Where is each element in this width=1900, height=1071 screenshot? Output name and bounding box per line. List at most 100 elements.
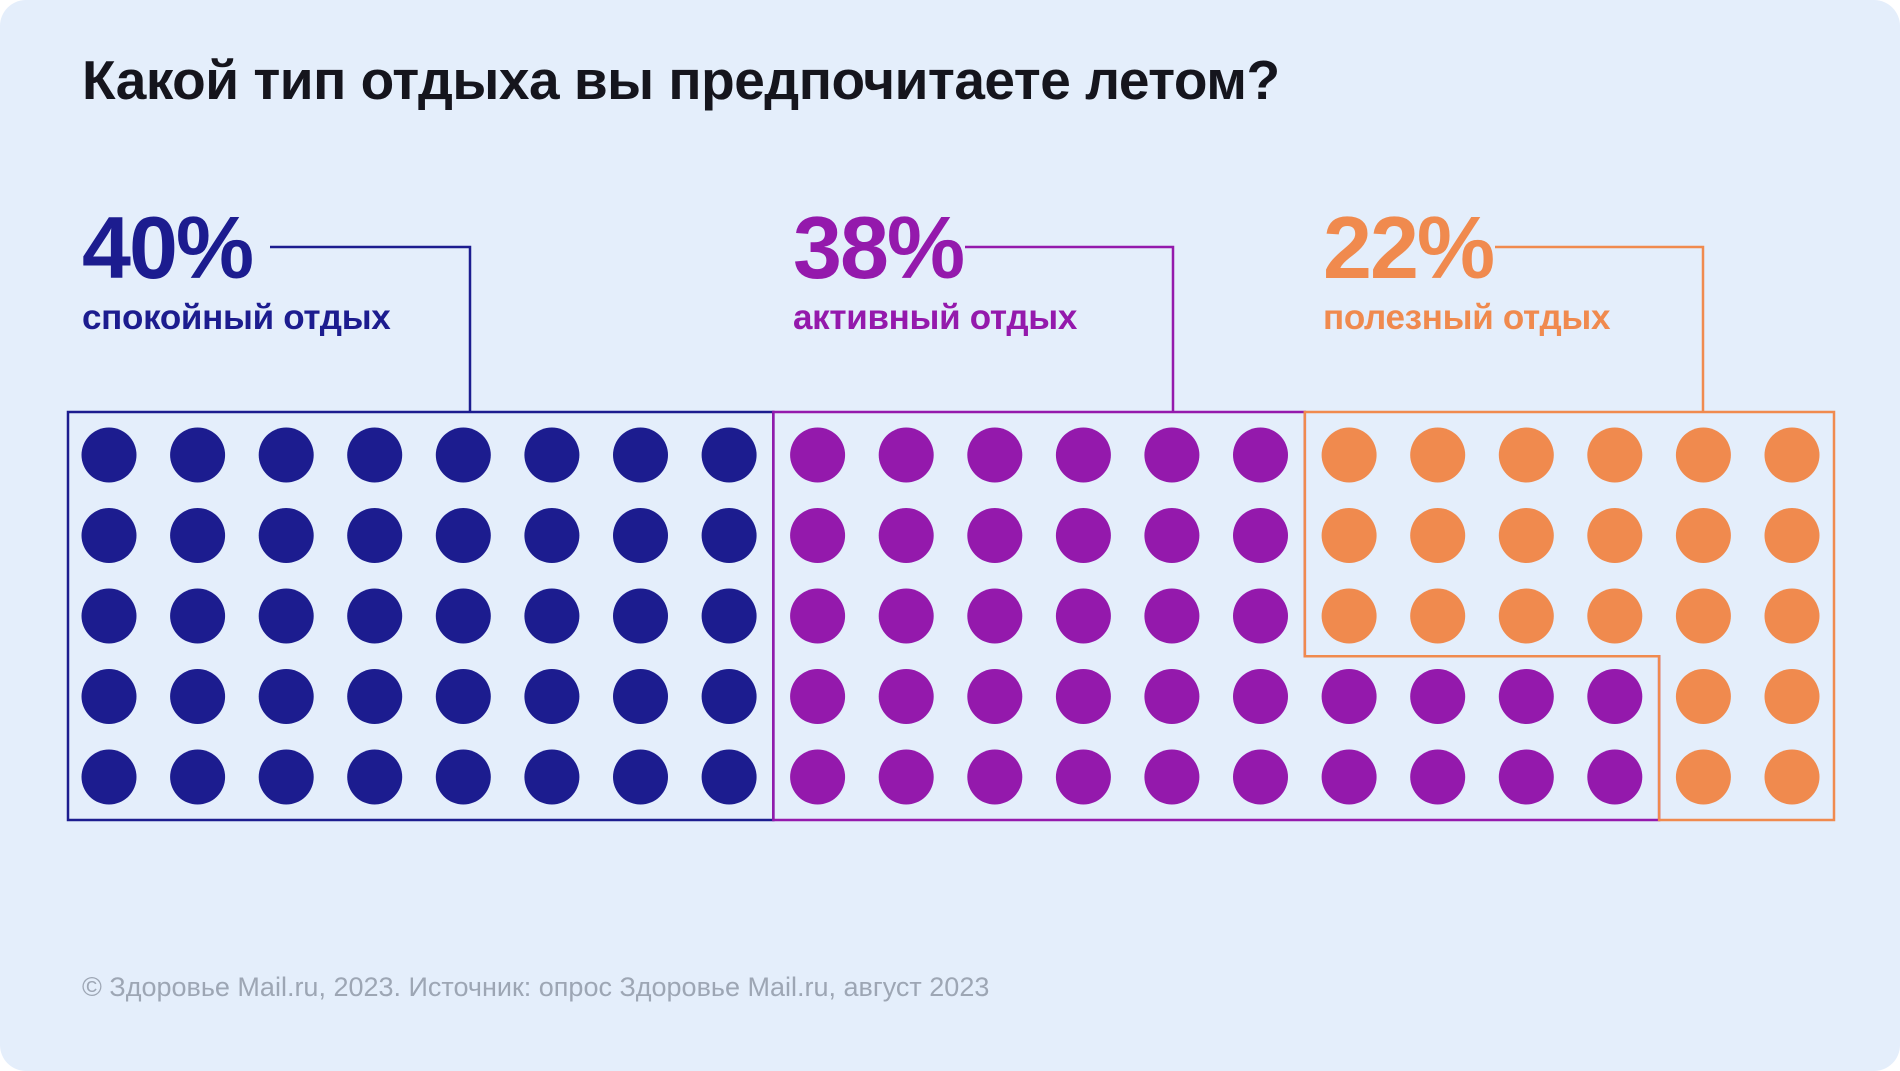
dot-active-rest [1410, 749, 1466, 805]
dot-quiet-rest [701, 669, 757, 724]
dot-active-rest [1410, 669, 1466, 724]
dot-active-rest [1233, 508, 1288, 563]
dot-active-rest [1055, 588, 1111, 644]
dot-active-rest [1233, 669, 1288, 724]
dot-useful-rest [1764, 427, 1820, 483]
legend-item-quiet-rest: 40% спокойный отдых [82, 198, 391, 338]
dot-active-rest [1144, 669, 1200, 724]
dot-active-rest [1055, 749, 1111, 805]
dot-quiet-rest [524, 588, 580, 644]
dot-useful-rest [1410, 508, 1466, 563]
dot-useful-rest [1764, 588, 1820, 644]
dot-active-rest [1055, 669, 1111, 724]
dot-quiet-rest [81, 749, 137, 805]
dot-useful-rest [1764, 508, 1820, 563]
dot-useful-rest [1498, 588, 1554, 644]
dot-quiet-rest [258, 508, 314, 563]
dot-useful-rest [1587, 508, 1643, 563]
dot-useful-rest [1587, 427, 1643, 483]
dot-active-rest [967, 427, 1023, 483]
dot-useful-rest [1587, 588, 1643, 644]
dot-useful-rest [1410, 588, 1466, 644]
dot-quiet-rest [258, 669, 314, 724]
dot-active-rest [1587, 749, 1643, 805]
category-label-quiet-rest: спокойный отдых [82, 297, 391, 337]
dot-active-rest [790, 427, 846, 483]
dot-quiet-rest [81, 427, 137, 483]
dot-quiet-rest [435, 588, 491, 644]
dot-active-rest [1144, 749, 1200, 805]
value-label-quiet-rest: 40% [82, 198, 254, 297]
dot-quiet-rest [347, 588, 403, 644]
dot-quiet-rest [435, 669, 491, 724]
dot-quiet-rest [524, 669, 580, 724]
dot-quiet-rest [701, 508, 757, 563]
dot-active-rest [790, 508, 846, 563]
legend-item-active-rest: 38% активный отдых [793, 198, 1077, 338]
dot-useful-rest [1321, 508, 1377, 563]
legend-item-useful-rest: 22% полезный отдых [1323, 198, 1610, 338]
dot-quiet-rest [613, 669, 668, 724]
dot-quiet-rest [170, 588, 226, 644]
dot-quiet-rest [701, 427, 757, 483]
dot-active-rest [967, 669, 1023, 724]
dot-quiet-rest [524, 749, 580, 805]
chart-title: Какой тип отдыха вы предпочитаете летом? [82, 49, 1280, 111]
dot-active-rest [1498, 669, 1554, 724]
dot-active-rest [1144, 588, 1200, 644]
dot-quiet-rest [347, 427, 403, 483]
connector-line-useful-rest [1495, 245, 1705, 412]
dot-useful-rest [1764, 669, 1820, 724]
dot-active-rest [878, 508, 934, 563]
dot-quiet-rest [435, 427, 491, 483]
dot-active-rest [967, 749, 1023, 805]
dot-active-rest [967, 508, 1023, 563]
dot-quiet-rest [524, 508, 580, 563]
dot-quiet-rest [258, 749, 314, 805]
dot-active-rest [878, 427, 934, 483]
connector-line-active-rest [965, 245, 1175, 412]
dot-active-rest [878, 588, 934, 644]
dot-useful-rest [1675, 508, 1731, 563]
dot-active-rest [878, 669, 934, 724]
dot-quiet-rest [170, 508, 226, 563]
dot-quiet-rest [701, 588, 757, 644]
dot-active-rest [1587, 669, 1643, 724]
dot-active-rest [1055, 508, 1111, 563]
dot-useful-rest [1675, 427, 1731, 483]
dot-active-rest [1498, 749, 1554, 805]
dot-quiet-rest [613, 588, 668, 644]
dot-active-rest [1055, 427, 1111, 483]
dot-active-rest [1144, 427, 1200, 483]
dot-active-rest [1233, 749, 1288, 805]
dot-useful-rest [1764, 749, 1820, 805]
value-label-useful-rest: 22% [1323, 198, 1495, 297]
dot-quiet-rest [347, 749, 403, 805]
dot-quiet-rest [170, 669, 226, 724]
connector-line-quiet-rest [270, 245, 472, 412]
dot-useful-rest [1675, 588, 1731, 644]
dot-quiet-rest [701, 749, 757, 805]
dot-active-rest [790, 669, 846, 724]
dot-quiet-rest [347, 669, 403, 724]
dot-active-rest [1321, 669, 1377, 724]
dot-quiet-rest [81, 508, 137, 563]
dot-useful-rest [1675, 669, 1731, 724]
dot-useful-rest [1410, 427, 1466, 483]
dot-useful-rest [1321, 427, 1377, 483]
dot-active-rest [790, 588, 846, 644]
dot-active-rest [1233, 427, 1288, 483]
dot-active-rest [790, 749, 846, 805]
dot-quiet-rest [258, 427, 314, 483]
dot-active-rest [1144, 508, 1200, 563]
value-label-active-rest: 38% [793, 198, 965, 297]
dot-quiet-rest [524, 427, 580, 483]
category-label-active-rest: активный отдых [793, 297, 1077, 337]
dot-quiet-rest [435, 749, 491, 805]
dot-useful-rest [1498, 508, 1554, 563]
dot-active-rest [878, 749, 934, 805]
dot-quiet-rest [613, 508, 668, 563]
dot-useful-rest [1321, 588, 1377, 644]
dot-quiet-rest [613, 427, 668, 483]
